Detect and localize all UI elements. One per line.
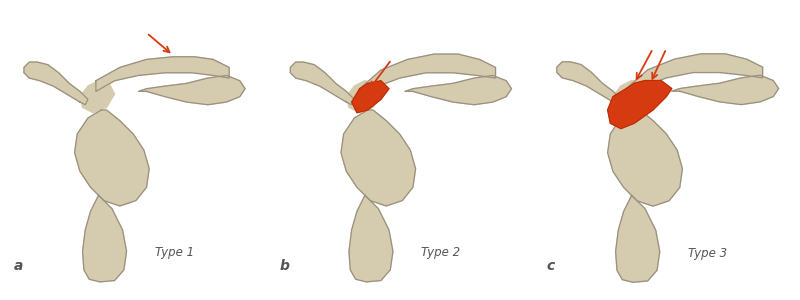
Polygon shape [557,62,621,105]
Polygon shape [82,195,126,282]
Polygon shape [608,110,682,206]
Polygon shape [74,110,149,206]
Polygon shape [290,62,354,105]
Text: b: b [280,259,290,272]
Polygon shape [616,195,660,282]
Text: Type 3: Type 3 [688,247,727,260]
Polygon shape [608,80,672,129]
Polygon shape [405,75,511,105]
Polygon shape [626,54,762,99]
Polygon shape [352,81,389,113]
Polygon shape [80,81,114,113]
Text: c: c [546,259,554,273]
Polygon shape [24,62,88,105]
Polygon shape [360,54,495,99]
Text: Type 2: Type 2 [421,246,460,259]
Polygon shape [96,57,229,92]
Polygon shape [613,80,648,112]
Polygon shape [672,75,778,105]
Polygon shape [341,110,415,206]
Polygon shape [138,75,245,105]
Text: a: a [14,259,22,272]
Polygon shape [346,81,381,113]
Polygon shape [349,195,393,282]
Text: Type 1: Type 1 [154,246,194,259]
